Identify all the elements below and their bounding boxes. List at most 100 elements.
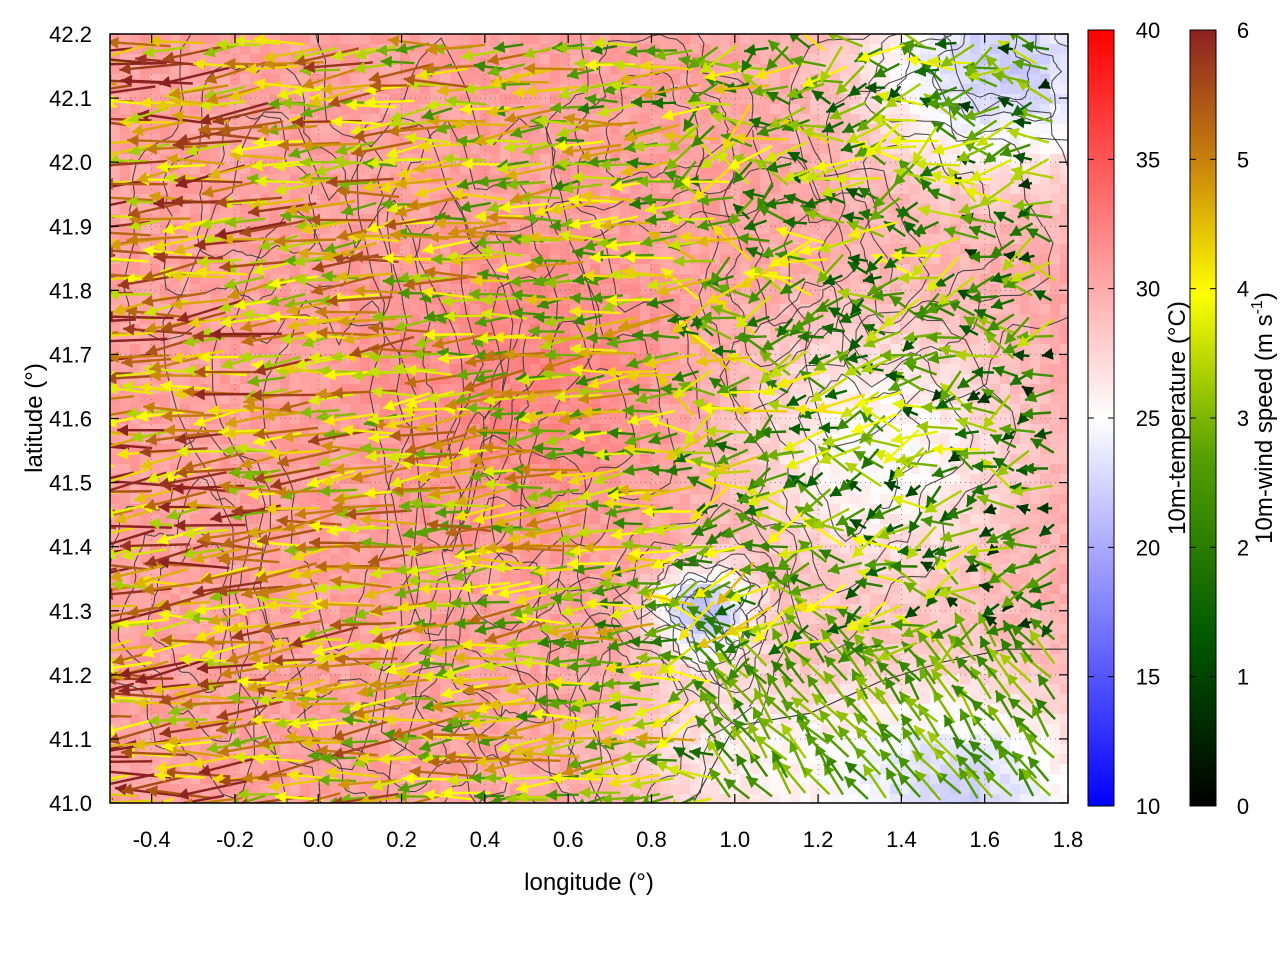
- temperature-cell: [470, 304, 481, 315]
- temperature-cell: [490, 254, 501, 265]
- temperature-cell: [1060, 404, 1068, 415]
- temperature-cell: [150, 114, 161, 125]
- temperature-cell: [650, 374, 661, 385]
- temperature-cell: [1010, 254, 1021, 265]
- temperature-cell: [1060, 294, 1068, 305]
- temperature-cell: [810, 134, 821, 145]
- temperature-cell: [560, 424, 571, 435]
- temperature-cell: [350, 454, 361, 465]
- temperature-cell: [630, 234, 641, 245]
- temperature-cell: [460, 274, 471, 285]
- temperature-cell: [490, 84, 501, 95]
- temperature-cell: [320, 264, 331, 275]
- temperature-cell: [730, 314, 741, 325]
- temperature-cell: [310, 444, 321, 455]
- temperature-cell: [290, 134, 301, 145]
- temperature-cell: [720, 244, 731, 255]
- temperature-cell: [680, 504, 691, 515]
- temperature-cell: [870, 314, 881, 325]
- temperature-cell: [740, 264, 751, 275]
- temperature-cell: [620, 254, 631, 265]
- temperature-cell: [190, 284, 201, 295]
- temperature-cell: [140, 204, 151, 215]
- temperature-cell: [690, 294, 701, 305]
- temperature-cell: [110, 284, 121, 295]
- temperature-cell: [380, 354, 391, 365]
- temperature-cell: [1010, 54, 1021, 65]
- temperature-cell: [220, 324, 231, 335]
- temperature-cell: [940, 454, 951, 465]
- temperature-cell: [1030, 34, 1041, 45]
- temperature-cell: [190, 214, 201, 225]
- temperature-cell: [150, 104, 161, 115]
- temperature-cell: [300, 314, 311, 325]
- temperature-cell: [1050, 244, 1061, 255]
- temperature-cell: [600, 164, 611, 175]
- temperature-cell: [310, 374, 321, 385]
- temperature-cell: [940, 184, 951, 195]
- temperature-cell: [850, 204, 861, 215]
- temperature-cell: [120, 94, 131, 105]
- temperature-cell: [910, 534, 921, 545]
- temperature-cell: [680, 184, 691, 195]
- temperature-cell: [550, 174, 561, 185]
- temperature-cell: [270, 44, 281, 55]
- temperature-cell: [970, 374, 981, 385]
- temperature-cell: [530, 184, 541, 195]
- temperature-cell: [210, 204, 221, 215]
- temperature-cell: [730, 274, 741, 285]
- temperature-cell: [640, 534, 651, 545]
- temperature-cell: [380, 514, 391, 525]
- temperature-cell: [250, 254, 261, 265]
- temperature-cell: [1020, 324, 1031, 335]
- temperature-cell: [950, 154, 961, 165]
- temperature-cell: [930, 234, 941, 245]
- temperature-cell: [290, 64, 301, 75]
- temperature-cell: [130, 104, 141, 115]
- temperature-cell: [410, 224, 421, 235]
- temperature-cell: [240, 44, 251, 55]
- temperature-cell: [790, 234, 801, 245]
- temperature-cell: [110, 104, 121, 115]
- temperature-cell: [580, 304, 591, 315]
- temperature-cell: [720, 224, 731, 235]
- temperature-cell: [930, 104, 941, 115]
- temperature-cell: [860, 134, 871, 145]
- temperature-cell: [840, 294, 851, 305]
- temperature-cell: [590, 124, 601, 135]
- temperature-cell: [510, 364, 521, 375]
- temperature-cell: [700, 124, 711, 135]
- temperature-cell: [1040, 104, 1051, 115]
- temperature-cell: [240, 54, 251, 65]
- temperature-cell: [180, 144, 191, 155]
- temperature-cell: [710, 364, 721, 375]
- temperature-cell: [130, 374, 141, 385]
- temperature-cell: [540, 174, 551, 185]
- temperature-cell: [1050, 404, 1061, 415]
- temperature-cell: [970, 94, 981, 105]
- temperature-cell: [550, 284, 561, 295]
- temperature-cell: [940, 134, 951, 145]
- temperature-cell: [280, 44, 291, 55]
- temperature-cell: [1020, 184, 1031, 195]
- temperature-cell: [460, 234, 471, 245]
- temperature-cell: [460, 164, 471, 175]
- temperature-cell: [930, 344, 941, 355]
- temperature-cell: [600, 194, 611, 205]
- temperature-cell: [630, 34, 641, 45]
- temperature-cell: [220, 244, 231, 255]
- temperature-cell: [890, 204, 901, 215]
- temperature-cell: [320, 114, 331, 125]
- temperature-cell: [1040, 164, 1051, 175]
- temperature-cell: [280, 274, 291, 285]
- temperature-cell: [970, 234, 981, 245]
- temperature-cell: [170, 74, 181, 85]
- temperature-cell: [930, 84, 941, 95]
- temperature-cell: [210, 224, 221, 235]
- temperature-cell: [500, 224, 511, 235]
- temperature-cell: [330, 264, 341, 275]
- temperature-cell: [1000, 374, 1011, 385]
- temperature-cell: [990, 174, 1001, 185]
- temperature-cell: [390, 164, 401, 175]
- temperature-cell: [390, 284, 401, 295]
